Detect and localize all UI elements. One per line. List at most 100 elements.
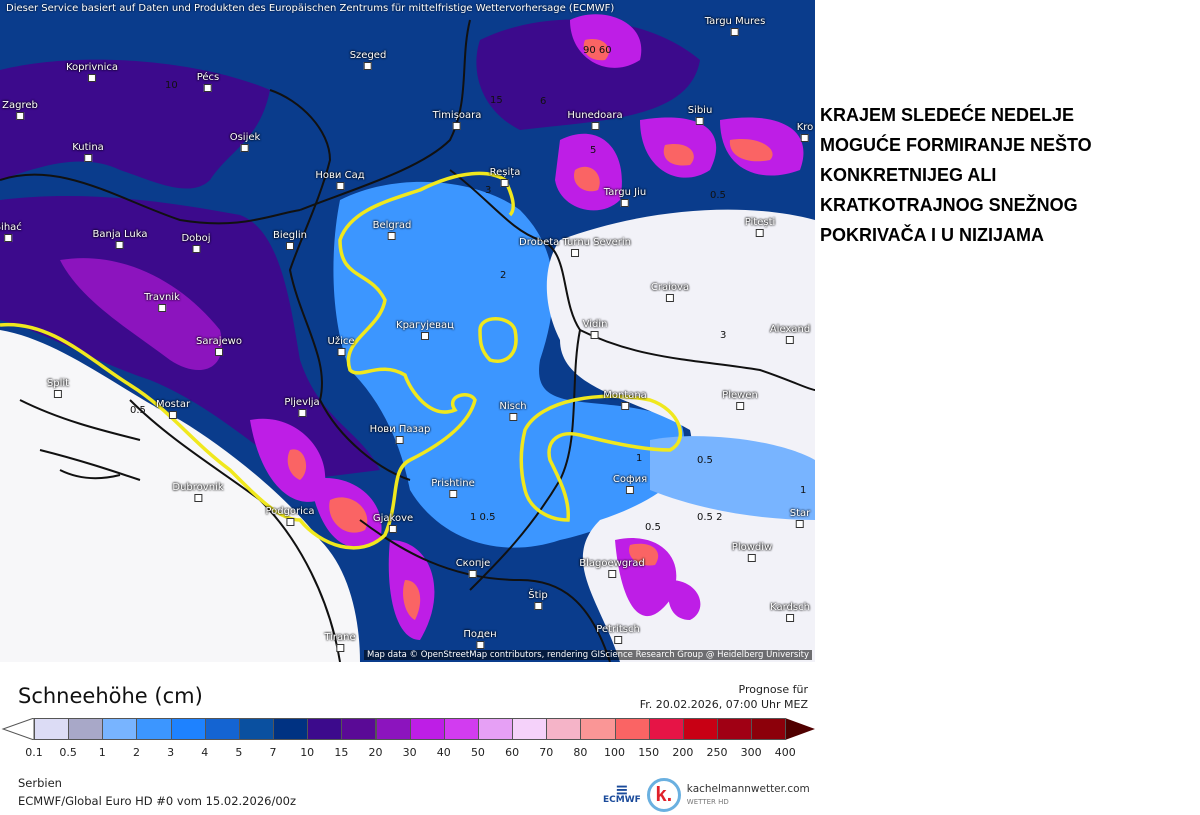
color-scale [0,718,815,740]
mountain-peaks [250,14,804,641]
city-label: Gjakove [373,513,413,533]
scale-swatch [751,718,787,740]
city-label: Podgorica [265,506,314,526]
map-credit: Map data © OpenStreetMap contributors, r… [364,650,812,660]
scale-swatch [238,718,275,740]
overflow-arrow [785,718,815,740]
model-run-label: ECMWF/Global Euro HD #0 vom 15.02.2026/0… [18,794,296,808]
scale-tick-label: 0.1 [25,746,43,759]
city-label: Užice [328,336,355,356]
scale-swatch [409,718,445,740]
brand-url[interactable]: kachelmannwetter.com [686,782,810,795]
city-label: Поден [463,629,496,649]
city-label: Craiova [651,282,689,302]
city-label: Dubrovnik [172,482,223,502]
scale-swatch [273,718,309,740]
city-label: Kрагујевац [396,320,454,340]
scale-swatch [682,718,718,740]
city-label: Nisch [499,401,526,421]
scale-tick-label: 80 [573,746,588,759]
city-label: Koprivnica [66,62,118,82]
violet-region [60,258,222,370]
prognose-label: Prognose für [738,683,809,696]
annotation-line: MOGUĆE FORMIRANJE NEŠTO [820,135,1092,155]
city-label: Vidin [583,319,608,339]
purple-region-carpathian [476,19,700,131]
city-label: Скопје [456,558,491,578]
city-label: Alexand [770,324,810,344]
scale-swatch [136,718,172,740]
scale-tick-label: 3 [167,746,175,759]
city-label: Targu Mures [705,16,766,36]
scale-tick-label: 60 [505,746,520,759]
scale-tick-label: 7 [269,746,277,759]
city-label: Osijek [230,132,261,152]
scale-swatch [375,718,411,740]
contour-value-label: 0.5 [130,405,146,416]
city-label: Bihać [0,222,22,242]
city-label: Timișoara [433,110,482,130]
logos: ≡ ECMWF k. kachelmannwetter.com WETTER HD [603,778,810,812]
scale-swatch [170,718,206,740]
city-label: Kro [797,122,814,142]
brand-sub: WETTER HD [686,797,729,806]
city-label: Belgrad [373,220,412,240]
contour-value-label: 1 0.5 [470,512,496,523]
underflow-arrow [1,718,35,740]
city-label: Montana [603,390,647,410]
scale-swatch [648,718,684,740]
city-label: Sarajewo [196,336,242,356]
city-label: Doboj [181,233,210,253]
scale-tick-label: 0.5 [59,746,77,759]
city-label: Plowdiw [732,542,772,562]
city-label: Blagoewgrad [579,558,645,578]
scale-swatch [341,718,377,740]
contour-value-label: 0.5 2 [697,512,723,523]
scale-swatch [307,718,343,740]
city-label: Нови Пазар [370,424,431,444]
ecmwf-logo: ≡ ECMWF [603,780,641,806]
brand-name: kachelmannwetter.com WETTER HD [687,783,810,808]
city-label: Prishtine [431,478,474,498]
city-label: Hunedoara [567,110,622,130]
scale-tick-label: 150 [638,746,660,759]
scale-tick-label: 30 [402,746,417,759]
scale-tick-label: 300 [740,746,762,759]
snow-depth-map: Dieser Service basiert auf Daten und Pro… [0,0,815,662]
city-label: Travnik [144,292,180,312]
scale-tick-label: 1 [98,746,106,759]
scale-tick-label: 70 [539,746,554,759]
borders [0,19,815,662]
city-label: Plewen [722,390,758,410]
scale-tick-label: 20 [368,746,383,759]
region-label: Serbien [18,776,62,790]
contour-value-label: 0.5 [697,455,713,466]
scale-tick-label: 2 [132,746,140,759]
scale-tick-label: 5 [235,746,243,759]
annotation-line: POKRIVAČA I U NIZIJAMA [820,225,1045,245]
city-label: Pécs [197,72,220,92]
scale-tick-label: 400 [774,746,796,759]
city-label: Sibiu [688,105,713,125]
annotation-line: KRAJEM SLEDEĆE NEDELJE [820,105,1075,125]
city-label: Bieglin [273,230,307,250]
scale-swatch [614,718,650,740]
scale-tick-label: 4 [201,746,209,759]
scale-tick-label: 200 [672,746,694,759]
scale-swatch [443,718,479,740]
city-label: Drobeta Turnu Severin [519,237,631,257]
city-label: Petritsch [596,624,640,644]
scale-swatch [580,718,616,740]
city-label: Kutina [72,142,104,162]
scale-swatch [477,718,514,740]
city-label: Štip [528,590,547,610]
contour-value-label: 1 [800,485,807,496]
city-label: Tirane [324,632,355,652]
contour-value-label: 2 [500,270,507,281]
legend-title: Schneehöhe (cm) [18,684,203,708]
city-label: Zagreb [2,100,38,120]
scale-tick-label: 40 [436,746,451,759]
contour-value-label: 90 60 [583,45,612,56]
city-label: Reșița [490,167,521,187]
kachelmann-logo-icon: k. [646,778,681,812]
